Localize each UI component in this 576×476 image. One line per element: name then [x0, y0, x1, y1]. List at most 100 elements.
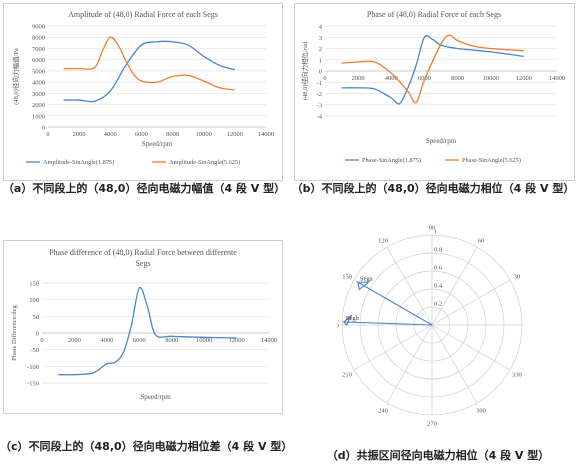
- polar-spoke: [431, 279, 511, 326]
- amp-ytick-label: 0: [42, 125, 45, 132]
- polar-angle-label: 270: [427, 421, 437, 428]
- phase-ytick-label: -2: [317, 91, 322, 98]
- polar-spoke: [386, 246, 433, 326]
- amp-ytick-label: 9000: [32, 24, 45, 31]
- amp-ytick-label: 5000: [32, 68, 45, 75]
- pdiff-ytick-label: -150: [27, 381, 39, 388]
- amp-xtick-label: 2000: [73, 131, 86, 138]
- polar-angle-label: 30: [514, 274, 521, 281]
- polar-series-label: Sega: [360, 275, 373, 282]
- amp-xlabel: Speed/rpm: [142, 140, 173, 148]
- amp-ytick-label: 1000: [32, 113, 45, 120]
- amp-xtick-label: 8000: [166, 131, 179, 138]
- phase-xtick-label: 10000: [483, 75, 499, 82]
- amp-xtick-label: 0: [46, 131, 49, 138]
- polar-angle-label: 240: [378, 407, 388, 414]
- polar-angle-label: 150: [342, 274, 352, 281]
- amp-xtick-label: 14000: [258, 131, 274, 138]
- phase-title: Phase of (48,0) Radial Force of each Seg…: [367, 10, 501, 19]
- amp-legend-label: Amplitude-SinAngle(5.625): [169, 159, 240, 166]
- amp-ytick-label: 3000: [32, 91, 45, 98]
- polar-angle-label: 210: [342, 372, 352, 379]
- amp-xtick-label: 10000: [196, 131, 212, 138]
- amp-ytick-label: 4000: [32, 80, 45, 87]
- polar-radial-label: 0.6: [434, 265, 443, 272]
- amp-ytick-label: 8000: [32, 35, 45, 42]
- caption-a: （a）不同段上的（48,0）径向电磁力幅值（4 段 V 型）: [2, 182, 286, 195]
- pdiff-xtick-label: 0: [40, 337, 43, 344]
- polar-spoke: [431, 324, 478, 404]
- polar-spoke: [353, 324, 433, 371]
- amp-xtick-label: 4000: [104, 131, 117, 138]
- pdiff-xtick-label: 6000: [133, 337, 146, 344]
- panel-phase-difference: Phase difference of (48,0) Radial Force …: [3, 240, 283, 414]
- pdiff-ylabel: Phase Difference/deg: [11, 304, 18, 360]
- pdiff-ytick-label: 100: [29, 297, 39, 304]
- pdiff-xtick-label: 8000: [165, 337, 178, 344]
- phase-ytick-label: 3: [319, 35, 322, 42]
- polar-spoke: [431, 246, 478, 326]
- chart-polar: 03060901201501802102402703003300.20.40.6…: [337, 225, 523, 428]
- pdiff-xlabel: Speed/rpm: [140, 393, 171, 401]
- pdiff-title: Phase difference of (48,0) Radial Force …: [49, 248, 237, 257]
- amp-ytick-label: 2000: [32, 102, 45, 109]
- polar-radial-label: 1: [434, 229, 437, 236]
- pdiff-xtick-label: 12000: [228, 337, 244, 344]
- phase-ytick-label: 2: [319, 46, 322, 53]
- amp-legend-label: Amplitude-SinAngle(1.875): [43, 159, 114, 166]
- pdiff-ytick-label: 0: [36, 331, 39, 338]
- amp-xtick-label: 6000: [135, 131, 148, 138]
- chart-phase: Phase of (48,0) Radial Force of each Seg…: [300, 10, 565, 164]
- caption-c: （c）不同段上的（48,0）径向电磁力相位差（4 段 V 型）: [0, 440, 293, 453]
- caption-b: （b）不同段上的（48,0）径向电磁力相位（4 段 V 型）: [291, 182, 575, 195]
- phase-xlabel: Speed/rpm: [426, 137, 457, 145]
- pdiff-ytick-label: 50: [33, 314, 40, 321]
- phase-legend-label: Phase-SinAngle(1.875): [362, 157, 421, 164]
- amp-ytick-label: 6000: [32, 57, 45, 64]
- pdiff-xtick-label: 14000: [261, 337, 277, 344]
- pdiff-ytick-label: 150: [29, 281, 39, 288]
- phase-ytick-label: -1: [317, 80, 322, 87]
- pdiff-series-line-1: [58, 286, 237, 376]
- phase-xtick-label: 12000: [516, 75, 532, 82]
- polar-spoke: [386, 324, 433, 404]
- polar-series-segb: [342, 314, 433, 326]
- polar-series-sega: [355, 281, 433, 326]
- panel-amplitude: Amplitude of (48,0) Radial Force of each…: [3, 3, 283, 181]
- phase-xtick-label: 14000: [549, 75, 565, 82]
- pdiff-title: Segs: [135, 259, 150, 268]
- pdiff-xtick-label: 10000: [196, 337, 212, 344]
- polar-radial-label: 0.2: [434, 301, 442, 308]
- phase-legend-label: Phase-SinAngle(5.625): [462, 157, 521, 164]
- phase-ylabel: (48,0)径向力相位/rad: [300, 41, 309, 100]
- chart-phase-difference: Phase difference of (48,0) Radial Force …: [11, 248, 277, 401]
- polar-angle-label: 300: [476, 407, 486, 414]
- polar-radial-label: 0.8: [434, 247, 442, 254]
- polar-angle-label: 90: [429, 225, 436, 232]
- phase-xtick-label: 4000: [385, 75, 398, 82]
- phase-xtick-label: 8000: [451, 75, 464, 82]
- polar-angle-label: 330: [512, 372, 522, 379]
- phase-xtick-label: 0: [323, 75, 326, 82]
- phase-ytick-label: -3: [317, 102, 322, 109]
- phase-xtick-label: 2000: [352, 75, 365, 82]
- phase-ytick-label: 1: [319, 57, 322, 64]
- panel-polar: 03060901201501802102402703003300.20.40.6…: [336, 222, 528, 442]
- polar-radial-label: 0.4: [434, 283, 443, 290]
- pdiff-ytick-label: -100: [27, 364, 39, 371]
- polar-angle-label: 120: [378, 238, 388, 245]
- pdiff-xtick-label: 2000: [68, 337, 81, 344]
- phase-series-line-1: [341, 34, 524, 105]
- amp-ytick-label: 7000: [32, 46, 45, 53]
- caption-d: （d）共振区间径向电磁力相位（4 段 V 型）: [326, 449, 550, 462]
- amp-ylabel: (48,0)径向力幅值/Pa: [11, 48, 20, 105]
- amp-xtick-label: 12000: [227, 131, 243, 138]
- phase-ytick-label: -4: [317, 114, 323, 121]
- pdiff-ytick-label: -50: [30, 347, 39, 354]
- polar-angle-label: 180: [337, 323, 339, 330]
- chart-amplitude: Amplitude of (48,0) Radial Force of each…: [11, 10, 274, 166]
- polar-series-label: Segb: [346, 315, 359, 322]
- amp-series-line-2: [63, 36, 235, 91]
- phase-ytick-label: 0: [319, 69, 322, 76]
- polar-angle-label: 60: [478, 238, 485, 245]
